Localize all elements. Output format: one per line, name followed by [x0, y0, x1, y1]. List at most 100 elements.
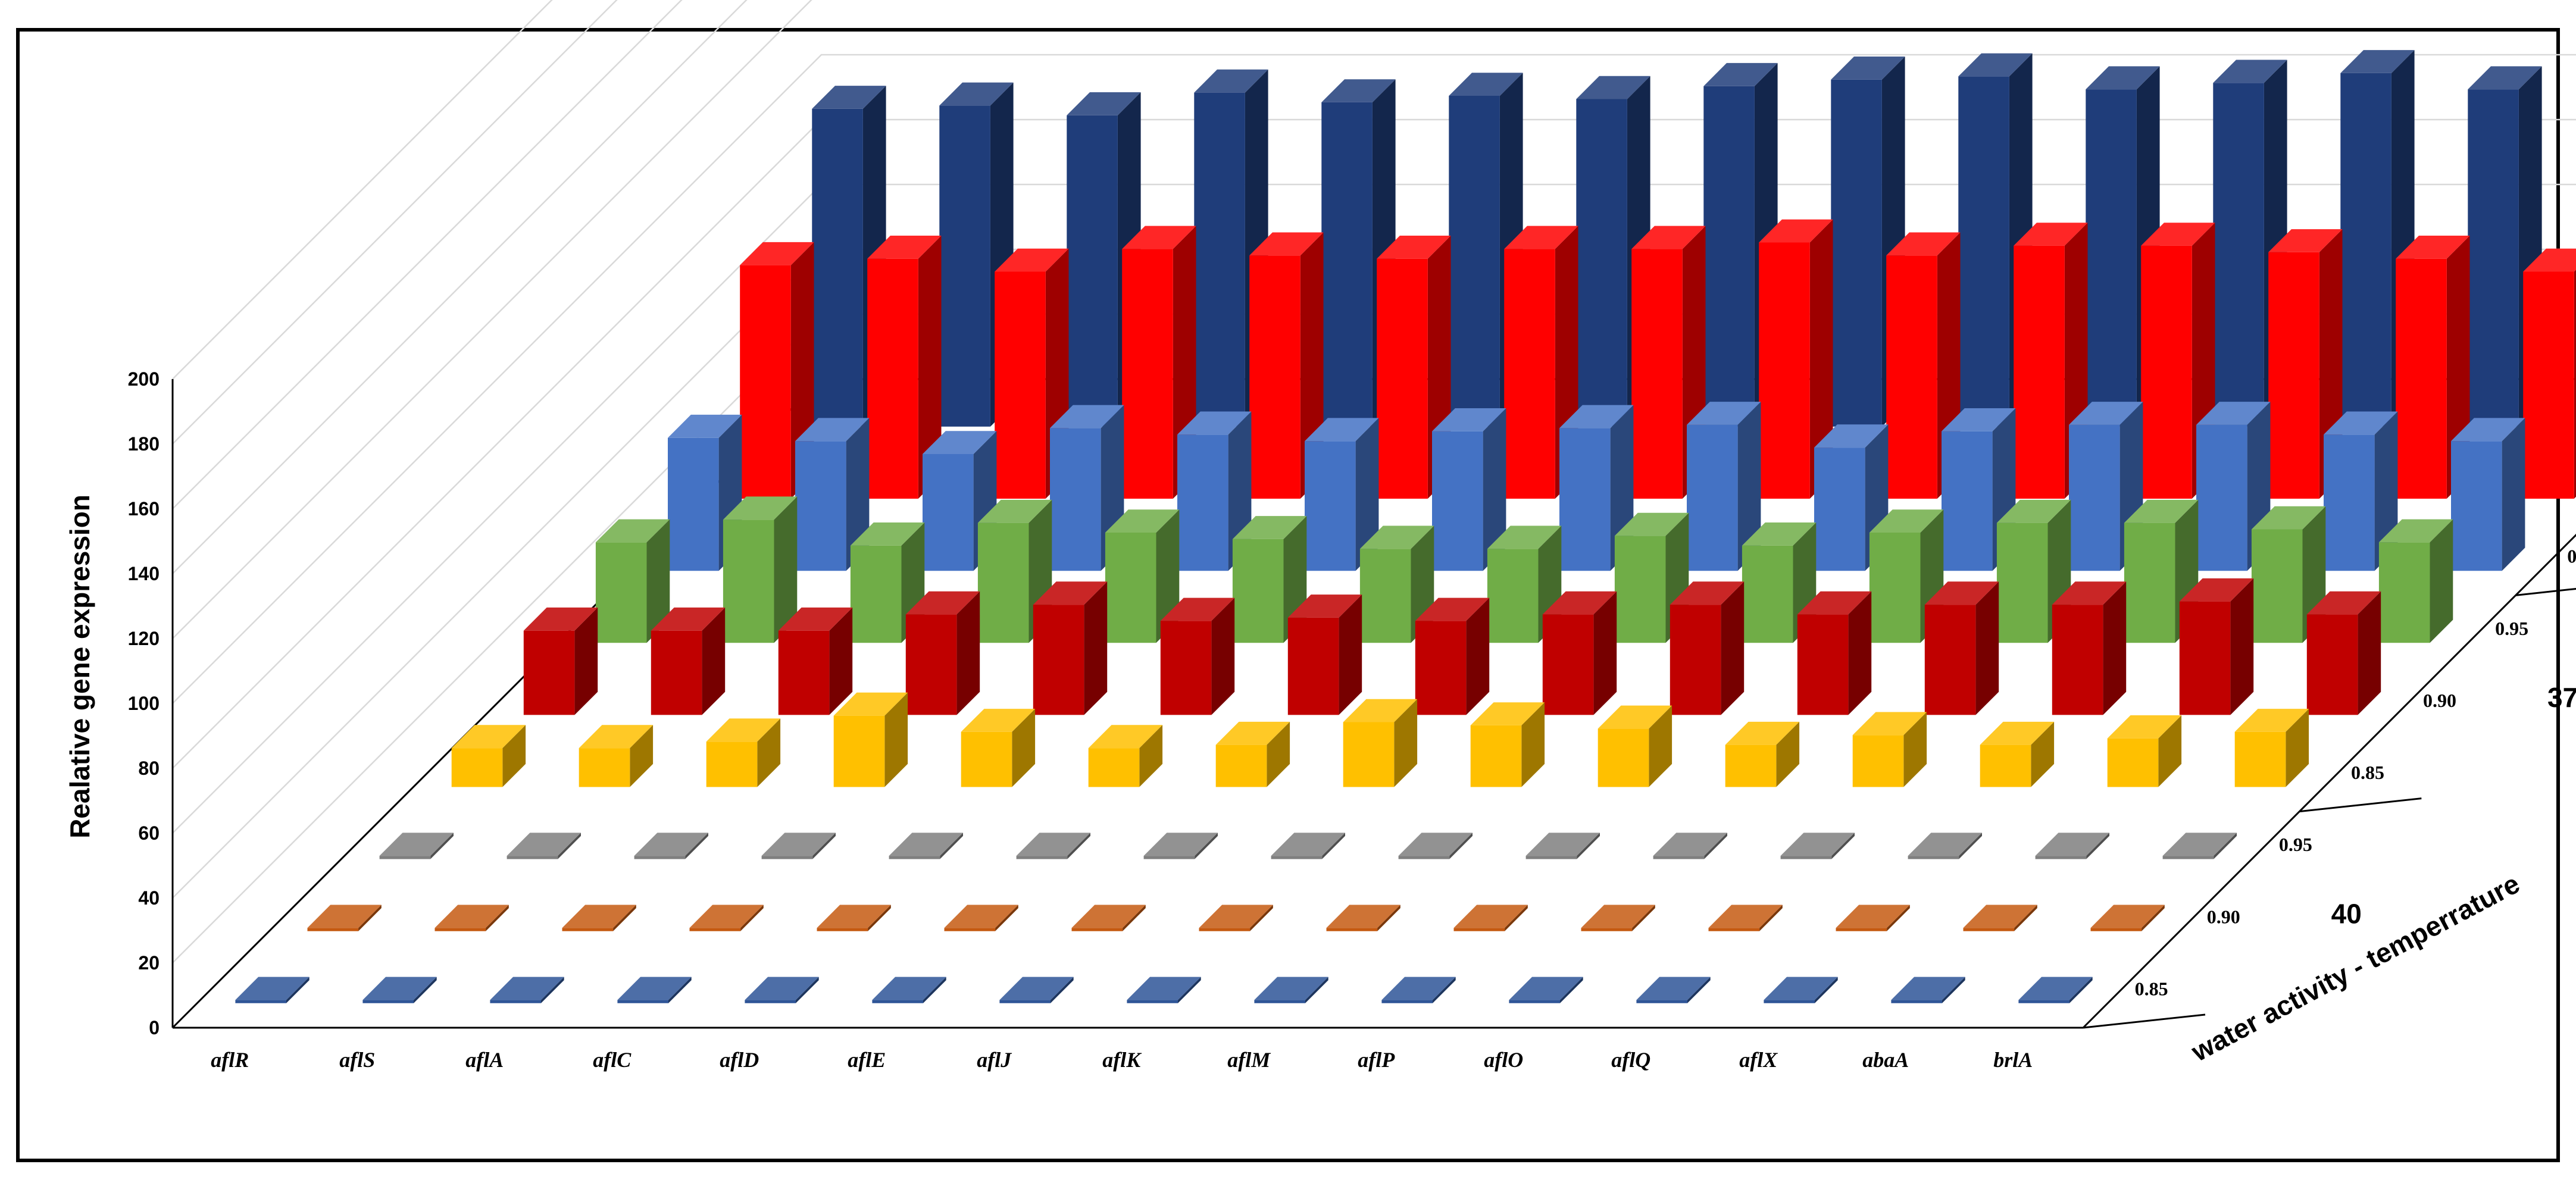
- bar: [1127, 977, 1201, 1003]
- bar: [1891, 977, 1965, 1003]
- bar: [723, 496, 798, 643]
- bar: [706, 718, 781, 787]
- water-activity-label: 0.85: [2351, 762, 2384, 783]
- bar: [1852, 712, 1927, 787]
- water-activity-label: 0.90: [2423, 690, 2456, 711]
- category-label: aflP: [1358, 1048, 1395, 1072]
- bar: [999, 977, 1074, 1003]
- bar: [2523, 248, 2576, 499]
- bar: [1453, 905, 1528, 931]
- gridline: [172, 0, 812, 639]
- bar: [1432, 408, 1506, 571]
- bar: [1708, 905, 1783, 931]
- category-label: aflM: [1227, 1048, 1271, 1072]
- bar: [872, 977, 946, 1003]
- category-label: brlA: [1993, 1048, 2033, 1072]
- bar: [1509, 977, 1583, 1003]
- y-tick-label: 180: [128, 433, 160, 455]
- bar: [1581, 905, 1655, 931]
- bar: [1687, 402, 1761, 571]
- bar: [523, 607, 598, 715]
- bar: [944, 905, 1018, 931]
- bar: [817, 905, 891, 931]
- group-separator: [2299, 797, 2422, 813]
- category-label: aflE: [848, 1048, 886, 1072]
- bar: [1759, 219, 1833, 499]
- bar: [362, 977, 437, 1003]
- bar: [1470, 702, 1545, 787]
- bar: [2234, 709, 2309, 787]
- bar: [379, 833, 454, 859]
- bar: [562, 905, 636, 931]
- bar: [2378, 519, 2453, 643]
- bar: [2107, 715, 2182, 787]
- y-tick-label: 120: [128, 628, 160, 649]
- bar: [761, 833, 836, 859]
- bar: [595, 519, 670, 643]
- bar: [689, 905, 764, 931]
- bar: [2451, 418, 2525, 571]
- labels: 0 20 40 60 80 100 120 140 160 180 200 aflR aflS aflA a…: [128, 368, 2576, 1072]
- bar: [651, 607, 726, 715]
- category-label: aflO: [1484, 1048, 1523, 1072]
- water-activity-label: 0.90: [2207, 906, 2240, 927]
- depth-axis-line: [2082, 533, 2576, 1029]
- bar: [1924, 581, 1999, 715]
- bar: [1326, 905, 1400, 931]
- water-activity-label: 0.85: [2135, 978, 2168, 999]
- bar: [507, 833, 581, 859]
- category-label: aflC: [593, 1048, 632, 1072]
- temperature-label: 37: [2547, 682, 2576, 713]
- bar: [2306, 591, 2381, 715]
- y-axis-title: Realative gene expression: [64, 495, 95, 838]
- bar: [1797, 591, 1872, 715]
- bar: [2018, 977, 2093, 1003]
- bar: [1670, 581, 1745, 715]
- bar: [1636, 977, 1711, 1003]
- bar: [778, 607, 853, 715]
- y-tick-label: 20: [138, 952, 160, 974]
- bar: [434, 905, 509, 931]
- y-tick-label: 40: [138, 887, 160, 909]
- bar: [451, 725, 526, 787]
- bar: [1305, 418, 1379, 571]
- y-tick-label: 140: [128, 563, 160, 584]
- bar: [745, 977, 819, 1003]
- bar: [1963, 905, 2037, 931]
- bar: [1215, 721, 1290, 787]
- bar: [1598, 705, 1672, 787]
- category-label: aflD: [720, 1048, 759, 1072]
- bar: [307, 905, 382, 931]
- bar: [1232, 516, 1307, 643]
- bar: [617, 977, 692, 1003]
- bar: [2052, 581, 2127, 715]
- bar: [1033, 581, 1108, 715]
- bar: [740, 242, 814, 499]
- bar: [1199, 905, 1273, 931]
- category-label: aflX: [1739, 1048, 1778, 1072]
- gridline: [172, 0, 683, 509]
- bar: [905, 591, 980, 715]
- category-label: aflQ: [1611, 1048, 1650, 1072]
- bar: [867, 236, 942, 499]
- category-label: aflR: [211, 1048, 249, 1072]
- bar: [1908, 833, 1982, 859]
- bar: [2090, 905, 2165, 931]
- bar: [634, 833, 708, 859]
- bar: [2035, 833, 2109, 859]
- bar: [2179, 578, 2254, 715]
- bar: [1088, 725, 1163, 787]
- y-tick-label: 80: [138, 758, 160, 779]
- category-label: aflK: [1102, 1048, 1142, 1072]
- category-label: aflJ: [977, 1048, 1012, 1072]
- gridline: [172, 0, 618, 445]
- bar: [1542, 591, 1617, 715]
- bar: [1742, 522, 1817, 643]
- bar: [1160, 597, 1235, 715]
- water-activity-label: 0.85: [2567, 546, 2576, 567]
- bar: [1398, 833, 1473, 859]
- water-activity-label: 0.95: [2279, 834, 2312, 855]
- y-tick-label: 60: [138, 822, 160, 844]
- bar: [1780, 833, 1855, 859]
